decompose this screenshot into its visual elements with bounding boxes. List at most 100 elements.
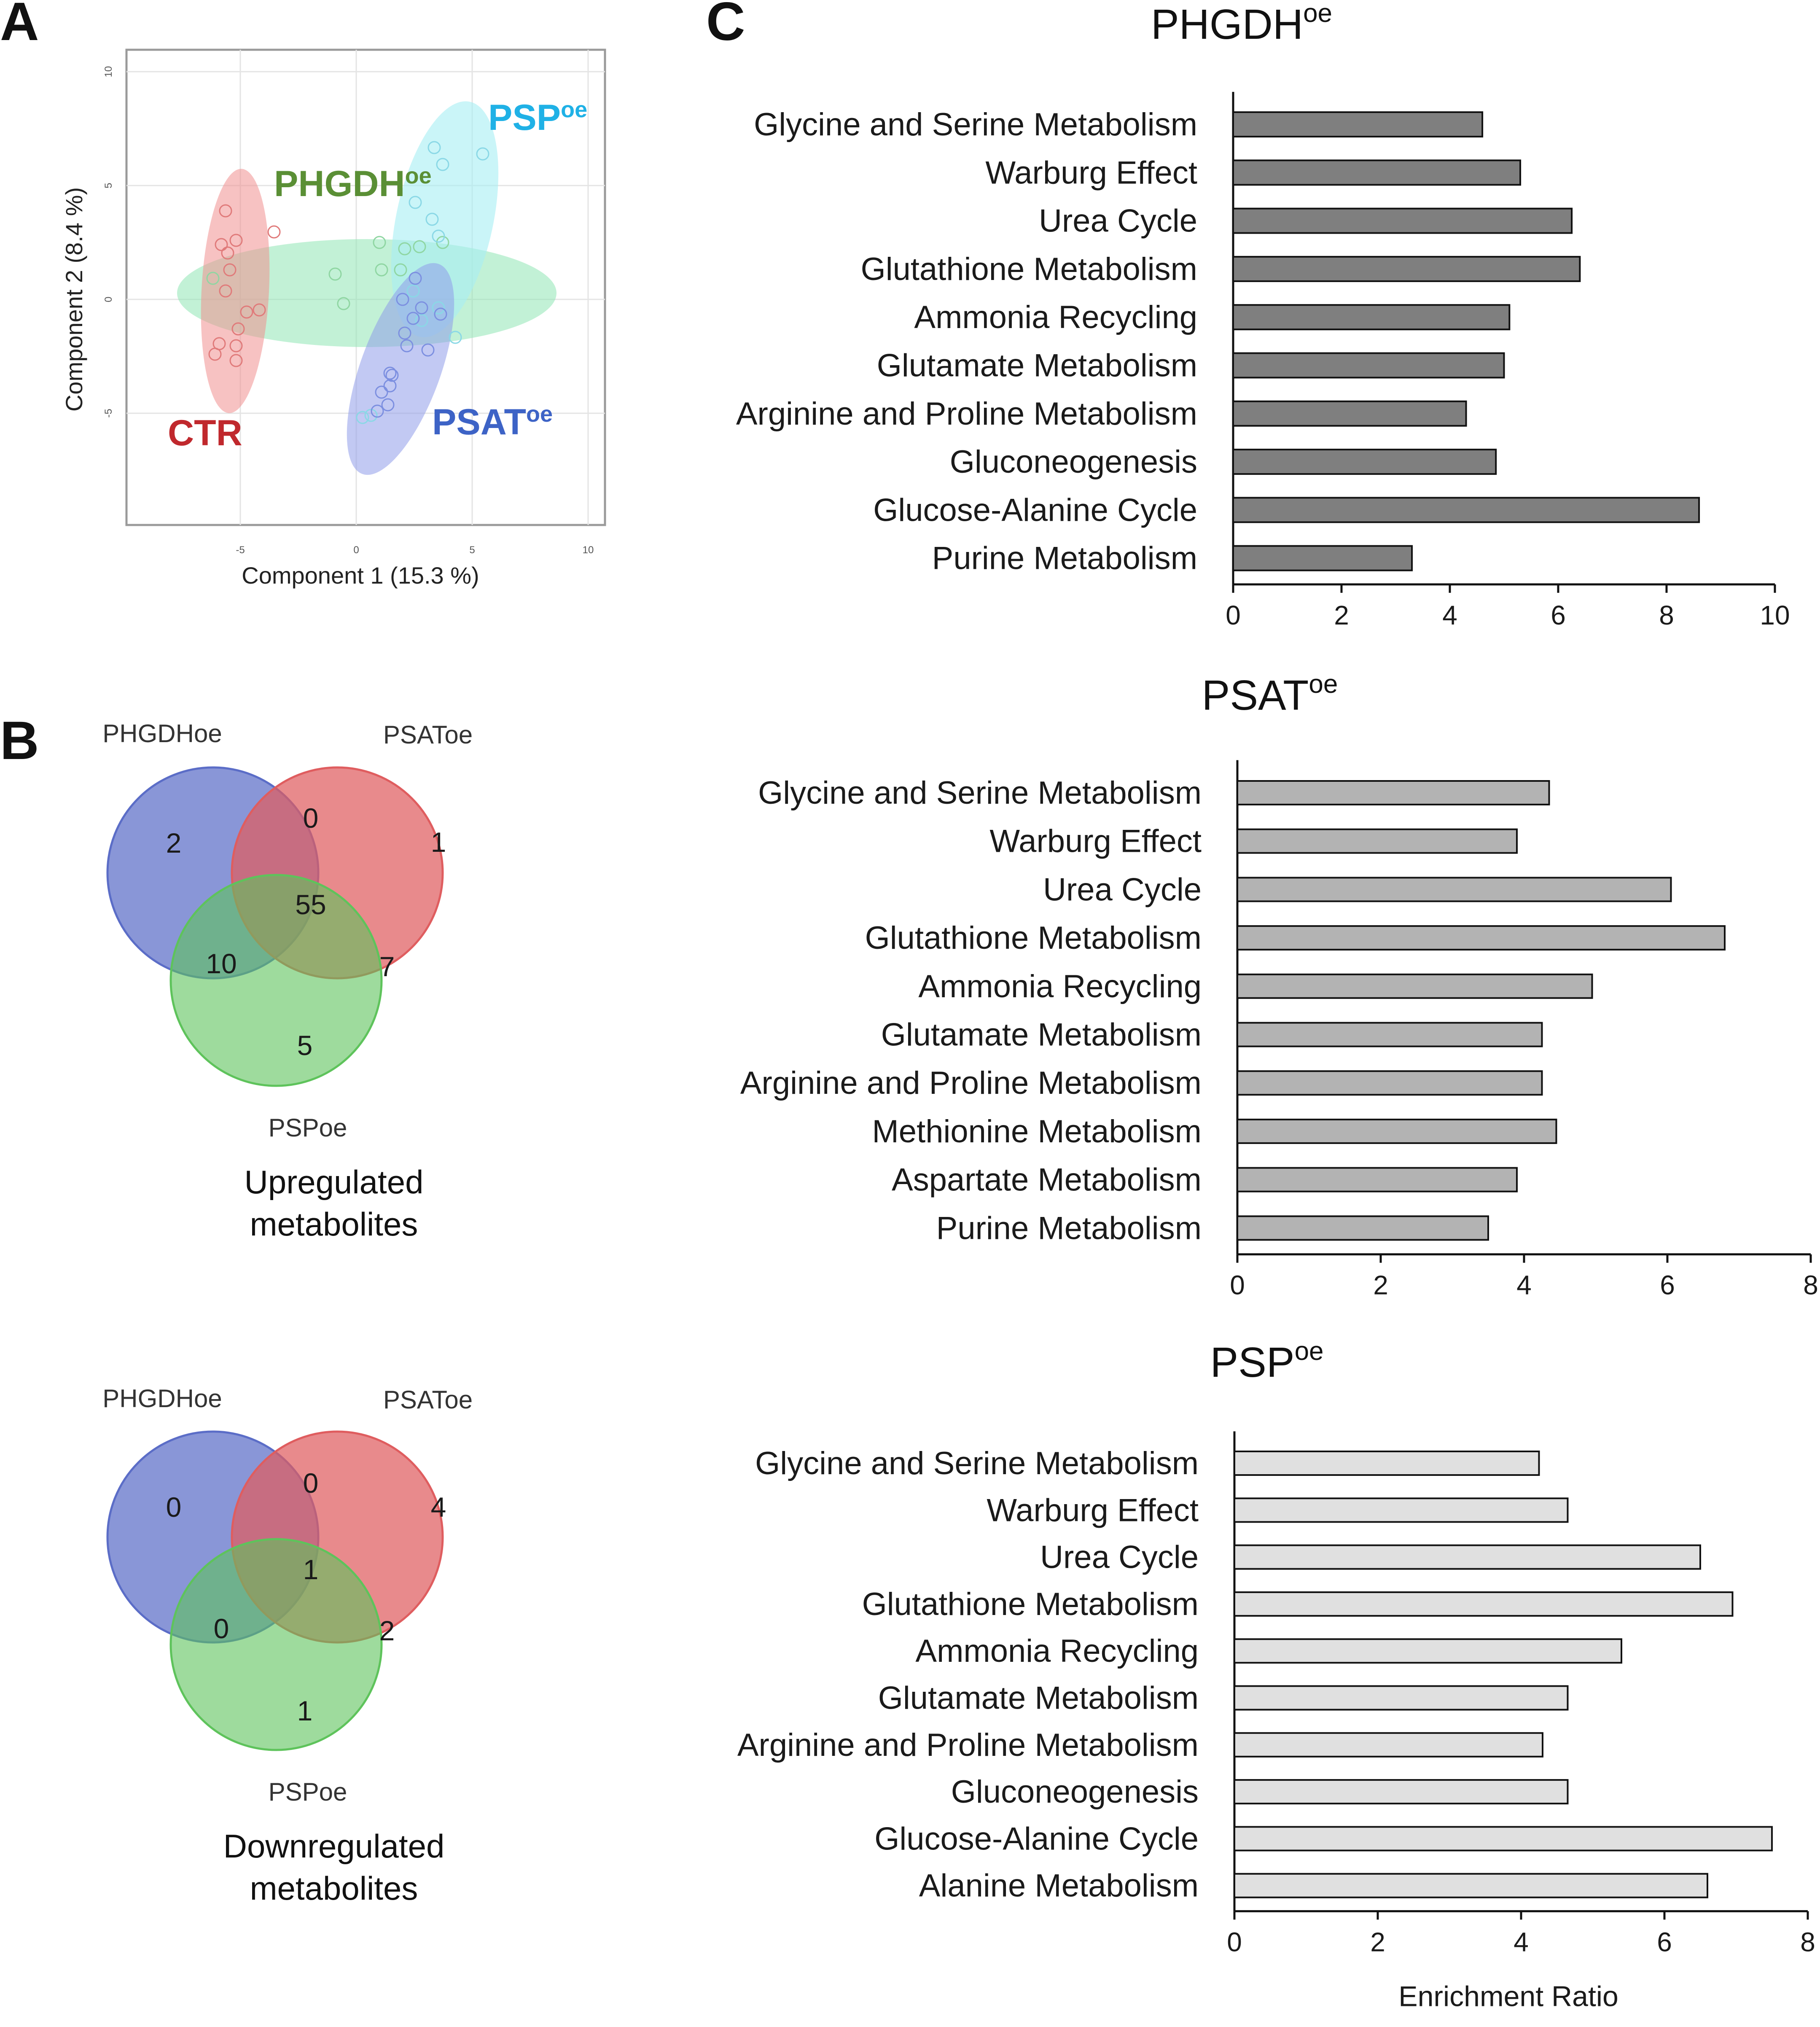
category-label: Purine Metabolism bbox=[932, 541, 1197, 576]
bar bbox=[1237, 1167, 1518, 1193]
venn-down-set-psat: PSAToe bbox=[383, 1386, 473, 1414]
category-label: Urea Cycle bbox=[1043, 872, 1202, 907]
category-label: Glutathione Metabolism bbox=[865, 920, 1202, 956]
category-label: Urea Cycle bbox=[1040, 1540, 1199, 1575]
x-tick-label: 8 bbox=[1800, 1927, 1815, 1957]
pca-ytick-2: 0 bbox=[103, 296, 114, 302]
x-tick-label: 4 bbox=[1516, 1270, 1532, 1300]
category-label: Arginine and Proline Metabolism bbox=[740, 1065, 1202, 1101]
pca-ylabel: Component 2 (8.4 %) bbox=[61, 187, 87, 412]
venn-upregulated: PHGDHoe PSAToe PSPoe 2 0 1 55 10 7 5 Upr… bbox=[102, 719, 473, 1243]
category-label: Glycine and Serine Metabolism bbox=[758, 775, 1202, 811]
category-label: Warburg Effect bbox=[985, 155, 1197, 191]
pca-ytick-1: 5 bbox=[103, 183, 114, 188]
pca-xtick-3: 10 bbox=[583, 544, 594, 556]
pca-points-psat bbox=[371, 272, 447, 418]
bar bbox=[1234, 1826, 1773, 1852]
pca-points-psp bbox=[356, 141, 489, 424]
category-label: Warburg Effect bbox=[989, 824, 1202, 859]
x-tick-label: 2 bbox=[1373, 1270, 1388, 1300]
bar bbox=[1234, 1685, 1569, 1711]
venn-up-count-c: 5 bbox=[297, 1030, 313, 1061]
pca-ytick-0: 10 bbox=[103, 66, 114, 78]
bar bbox=[1232, 159, 1522, 186]
pca-label-psat-name: PSAT bbox=[432, 402, 526, 442]
pca-ytick-3: -5 bbox=[103, 409, 114, 417]
x-tick-label: 6 bbox=[1551, 600, 1566, 630]
bar bbox=[1237, 877, 1672, 902]
x-tick-label: 6 bbox=[1657, 1927, 1672, 1957]
bar bbox=[1234, 1732, 1543, 1758]
chart-title-sup: oe bbox=[1295, 1337, 1324, 1366]
venn-up-count-ac: 10 bbox=[206, 948, 237, 979]
bar bbox=[1237, 973, 1593, 999]
venn-down-count-c: 1 bbox=[297, 1695, 313, 1726]
bar bbox=[1232, 497, 1700, 523]
panel-label-b: B bbox=[0, 711, 39, 771]
category-label: Glutamate Metabolism bbox=[878, 1680, 1199, 1716]
category-label: Methionine Metabolism bbox=[872, 1114, 1202, 1149]
category-label: Glutathione Metabolism bbox=[862, 1586, 1199, 1622]
bar bbox=[1237, 828, 1518, 854]
venn-up-count-abc: 55 bbox=[295, 889, 326, 920]
venn-up-set-phgdh: PHGDHoe bbox=[102, 719, 222, 748]
bar bbox=[1232, 207, 1573, 234]
chart-title-name: PSP bbox=[1210, 1339, 1294, 1386]
category-label: Glutamate Metabolism bbox=[881, 1017, 1202, 1053]
category-label: Glutathione Metabolism bbox=[861, 251, 1197, 287]
category-label: Gluconeogenesis bbox=[950, 444, 1197, 480]
category-label: Purine Metabolism bbox=[936, 1210, 1202, 1246]
bar bbox=[1232, 256, 1581, 282]
bar bbox=[1237, 1070, 1543, 1096]
chart-title-name: PSAT bbox=[1202, 672, 1309, 719]
pca-points-ctr bbox=[208, 204, 281, 367]
bar bbox=[1237, 780, 1550, 805]
category-label: Glutamate Metabolism bbox=[877, 348, 1197, 384]
bar bbox=[1234, 1451, 1540, 1476]
pca-xtick-0: -5 bbox=[236, 544, 245, 556]
pca-xlabel: Component 1 (15.3 %) bbox=[242, 562, 479, 589]
venn-up-count-bc: 7 bbox=[379, 951, 395, 982]
pca-xtick-1: 0 bbox=[353, 544, 359, 556]
ellipse-ctr bbox=[201, 169, 270, 413]
x-tick-label: 10 bbox=[1760, 600, 1790, 630]
category-label: Alanine Metabolism bbox=[919, 1868, 1199, 1904]
bar bbox=[1232, 304, 1511, 331]
category-label: Glucose-Alanine Cycle bbox=[874, 1821, 1199, 1857]
x-tick-label: 8 bbox=[1659, 600, 1674, 630]
category-label: Glycine and Serine Metabolism bbox=[755, 1446, 1199, 1481]
x-tick-label: 4 bbox=[1442, 600, 1457, 630]
venn-down-set-psp: PSPoe bbox=[269, 1778, 347, 1806]
venn-up-count-a: 2 bbox=[166, 827, 182, 859]
bar bbox=[1237, 1215, 1489, 1241]
bar bbox=[1237, 1022, 1543, 1047]
chart-title-phgdh: PHGDHoe bbox=[1151, 0, 1332, 48]
category-label: Glucose-Alanine Cycle bbox=[873, 492, 1197, 528]
bar-chart-psat: PSAToe 0 2 4 6 8 Glycine and Serine Metabolism… bbox=[740, 670, 1818, 1300]
x-tick-label: 8 bbox=[1803, 1270, 1818, 1300]
category-label: Arginine and Proline Metabolism bbox=[736, 396, 1197, 432]
category-label: Aspartate Metabolism bbox=[892, 1162, 1202, 1198]
category-label: Urea Cycle bbox=[1039, 203, 1197, 239]
panel-label-c: C bbox=[706, 0, 745, 52]
venn-down-caption-1: Downregulated bbox=[223, 1828, 445, 1865]
bar bbox=[1234, 1591, 1734, 1617]
bar bbox=[1232, 449, 1497, 475]
bar bbox=[1234, 1779, 1569, 1805]
x-tick-label: 4 bbox=[1514, 1927, 1529, 1957]
pca-label-psp: PSPoe bbox=[488, 97, 587, 138]
x-tick-label: 6 bbox=[1660, 1270, 1675, 1300]
x-tick-label: 0 bbox=[1227, 1927, 1242, 1957]
chart-title-name: PHGDH bbox=[1151, 1, 1303, 48]
x-tick-label: 2 bbox=[1334, 600, 1349, 630]
venn-down-count-b: 4 bbox=[431, 1491, 446, 1523]
category-label: Gluconeogenesis bbox=[951, 1774, 1199, 1810]
category-label: Glycine and Serine Metabolism bbox=[754, 107, 1197, 143]
pca-label-phgdh-name: PHGDH bbox=[274, 164, 405, 204]
bar bbox=[1232, 545, 1413, 571]
venn-downregulated: PHGDHoe PSAToe PSPoe 0 0 4 1 0 2 1 Downr… bbox=[102, 1384, 473, 1907]
bar bbox=[1232, 111, 1484, 137]
bar bbox=[1237, 925, 1726, 951]
venn-up-caption-2: metabolites bbox=[250, 1206, 418, 1243]
